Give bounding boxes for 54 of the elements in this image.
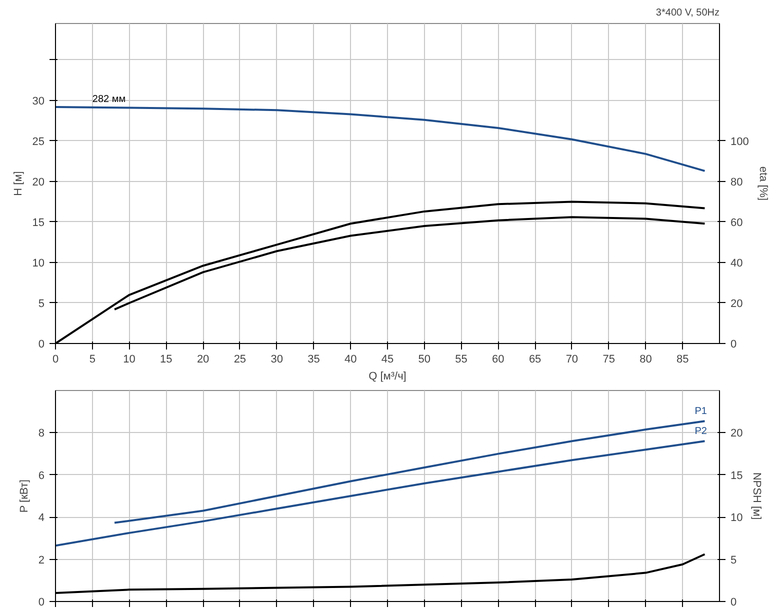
x-tick-label: 10 xyxy=(123,354,136,366)
y-tick-label: 30 xyxy=(32,95,45,108)
x-tick-label: 35 xyxy=(308,354,320,366)
y2-tick-label: 40 xyxy=(730,257,743,270)
y-tick-label: 8 xyxy=(38,428,45,440)
y2-tick-label: 0 xyxy=(730,338,737,350)
y-tick-label: 4 xyxy=(38,512,45,524)
y-tick-label: 6 xyxy=(38,470,45,482)
x-tick-label: 0 xyxy=(52,354,59,366)
x-tick-label: 50 xyxy=(418,354,431,366)
x-tick-label: 65 xyxy=(528,354,542,366)
y-tick-label: 10 xyxy=(32,257,45,270)
x-tick-label: 55 xyxy=(455,354,468,366)
chart-title: 3*400 V, 50Hz xyxy=(656,8,720,18)
line-series xyxy=(56,106,706,172)
y-axis-title: P [кВт] xyxy=(18,480,30,513)
x-tick-label: 85 xyxy=(676,354,689,366)
y2-tick-label: 15 xyxy=(730,470,743,482)
y2-axis-title: NPSH [м] xyxy=(750,472,763,520)
y2-tick-label: 10 xyxy=(730,512,743,524)
y2-tick-label: 80 xyxy=(730,176,743,188)
series-label: P1 xyxy=(694,406,708,418)
y2-tick-label: 100 xyxy=(730,136,749,148)
line-series xyxy=(114,216,706,310)
x-tick-label: 25 xyxy=(234,354,246,366)
y2-tick-label: 20 xyxy=(730,298,743,310)
x-tick-label: 80 xyxy=(640,354,652,366)
line-series xyxy=(56,440,706,547)
y-tick-label: 0 xyxy=(38,596,45,608)
y-tick-label: 0 xyxy=(38,338,45,350)
y-tick-label: 2 xyxy=(38,554,45,566)
x-axis-title: Q [м³/ч] xyxy=(368,370,406,382)
y-axis-title: H [м] xyxy=(12,171,24,196)
x-tick-label: 45 xyxy=(381,354,394,366)
x-tick-label: 70 xyxy=(566,354,578,366)
x-tick-label: 20 xyxy=(196,354,210,366)
y2-tick-label: 5 xyxy=(730,554,737,566)
y2-tick-label: 20 xyxy=(730,428,743,440)
y-tick-label: 5 xyxy=(38,298,45,310)
y2-tick-label: 0 xyxy=(730,596,737,608)
series-label: P2 xyxy=(694,426,708,438)
x-tick-label: 15 xyxy=(160,354,172,366)
y2-axis-title: eta [%] xyxy=(756,166,769,201)
y-tick-label: 20 xyxy=(32,176,45,188)
x-tick-label: 75 xyxy=(602,354,615,366)
y2-tick-label: 60 xyxy=(730,216,743,229)
x-tick-label: 5 xyxy=(89,354,96,366)
x-tick-label: 30 xyxy=(270,354,283,366)
x-tick-label: 40 xyxy=(344,354,357,366)
x-tick-label: 60 xyxy=(492,354,504,366)
annotation: 282 мм xyxy=(92,94,126,105)
y-tick-label: 15 xyxy=(32,216,45,229)
y-tick-label: 25 xyxy=(32,136,45,148)
line-series xyxy=(114,420,706,524)
